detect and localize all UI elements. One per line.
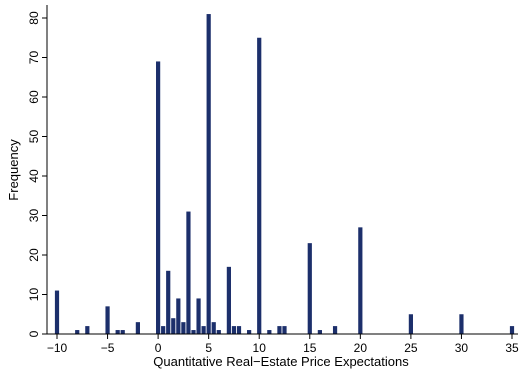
y-axis-title: Frequency (6, 139, 21, 201)
x-tick-label: 15 (303, 341, 317, 355)
histogram-bar (257, 37, 262, 334)
x-ticks-group: −10 −5 0 5 10 15 20 25 30 35 (47, 334, 519, 355)
y-tick-label: 0 (27, 330, 41, 337)
histogram-bar (358, 227, 363, 334)
histogram-bar (186, 211, 191, 334)
x-tick-label: 30 (455, 341, 469, 355)
y-tick-label: 40 (27, 169, 41, 183)
x-tick-label: 5 (205, 341, 212, 355)
histogram-bar (282, 326, 287, 334)
histogram-bar (332, 326, 338, 334)
histogram-bar (191, 330, 196, 334)
histogram-bar (85, 326, 90, 334)
histogram-bar (211, 322, 216, 334)
y-tick-label: 60 (27, 90, 41, 104)
histogram-bar (307, 243, 312, 334)
x-tick-label: 10 (253, 341, 267, 355)
y-tick-label: 50 (27, 130, 41, 144)
histogram-bar (166, 270, 171, 334)
histogram-bar (267, 330, 272, 334)
histogram-bar (236, 326, 242, 334)
histogram-bar (247, 330, 252, 334)
x-tick-label: −5 (101, 341, 115, 355)
histogram-bar (75, 330, 80, 334)
histogram-bar (408, 314, 413, 334)
histogram-bar (120, 330, 125, 334)
histogram-bar (171, 318, 176, 334)
histogram-bar (509, 326, 515, 334)
histogram-bar (216, 330, 221, 334)
histogram-bar (231, 326, 237, 334)
histogram-bar (317, 330, 322, 334)
y-tick-label: 10 (27, 288, 41, 302)
x-axis-title: Quantitative Real−Estate Price Expectati… (153, 354, 409, 369)
histogram-bar (54, 290, 60, 334)
x-tick-label: 25 (404, 341, 418, 355)
histogram-bar (156, 61, 161, 334)
histogram-bar (277, 326, 282, 334)
histogram-bar (115, 330, 120, 334)
y-tick-label: 30 (27, 209, 41, 223)
bars-group (54, 14, 515, 335)
x-tick-label: 0 (155, 341, 162, 355)
x-tick-label: 20 (354, 341, 368, 355)
histogram-bar (161, 326, 166, 334)
histogram-bar (226, 266, 231, 334)
histogram-bar (201, 326, 206, 334)
y-tick-label: 20 (27, 248, 41, 262)
histogram-bar (196, 298, 201, 334)
histogram-bar (135, 322, 140, 334)
x-tick-label: −10 (47, 341, 68, 355)
histogram-bar (181, 322, 186, 334)
y-tick-label: 70 (27, 51, 41, 65)
histogram-bar (176, 298, 181, 334)
y-ticks-group: 0 10 20 30 40 50 60 70 80 (27, 11, 47, 337)
histogram-bar (459, 314, 464, 334)
y-tick-label: 80 (27, 11, 41, 25)
histogram-bar (206, 14, 211, 335)
histogram-bar (105, 306, 110, 334)
x-tick-label: 35 (505, 341, 519, 355)
